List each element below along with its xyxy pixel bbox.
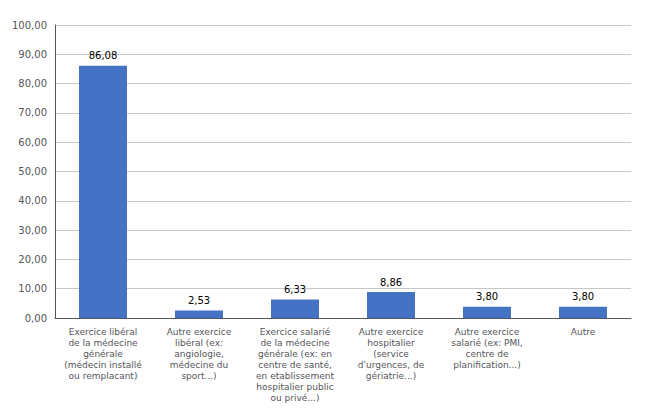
svg-text:3,80: 3,80 — [572, 291, 594, 302]
svg-text:10,00: 10,00 — [18, 283, 47, 294]
svg-text:hospitalier: hospitalier — [367, 338, 415, 348]
svg-text:de la médecine: de la médecine — [68, 338, 138, 348]
svg-text:30,00: 30,00 — [18, 225, 47, 236]
svg-text:0,00: 0,00 — [25, 313, 47, 324]
svg-text:Exercice salarié: Exercice salarié — [260, 327, 331, 337]
svg-text:Exercice libéral: Exercice libéral — [69, 327, 138, 337]
svg-text:Autre exercice: Autre exercice — [359, 327, 424, 337]
svg-text:centre de santé,: centre de santé, — [258, 360, 332, 370]
svg-text:hospitalier public: hospitalier public — [256, 382, 333, 392]
svg-text:8,86: 8,86 — [380, 277, 402, 288]
svg-text:angiologie,: angiologie, — [174, 349, 224, 359]
svg-text:(médecin installé: (médecin installé — [64, 360, 142, 370]
svg-text:50,00: 50,00 — [18, 166, 47, 177]
svg-text:80,00: 80,00 — [18, 78, 47, 89]
svg-text:3,80: 3,80 — [476, 291, 498, 302]
svg-text:Autre exercice: Autre exercice — [167, 327, 232, 337]
svg-text:100,00: 100,00 — [12, 20, 47, 31]
svg-text:40,00: 40,00 — [18, 195, 47, 206]
svg-text:70,00: 70,00 — [18, 107, 47, 118]
svg-text:sport...): sport...) — [181, 371, 216, 381]
svg-text:planification...): planification...) — [453, 360, 520, 370]
svg-text:générale: générale — [83, 349, 123, 359]
svg-text:Autre: Autre — [571, 327, 596, 337]
svg-text:centre de: centre de — [466, 349, 509, 359]
svg-text:en etablissement: en etablissement — [256, 371, 334, 381]
svg-text:libéral (ex:: libéral (ex: — [175, 338, 223, 348]
svg-text:6,33: 6,33 — [284, 284, 306, 295]
svg-text:de la médecine: de la médecine — [260, 338, 330, 348]
svg-text:ou privé...): ou privé...) — [271, 393, 320, 403]
svg-text:Autre exercice: Autre exercice — [455, 327, 520, 337]
svg-text:gériatrie...): gériatrie...) — [366, 371, 416, 381]
svg-text:(service: (service — [373, 349, 409, 359]
svg-text:d'urgences, de: d'urgences, de — [358, 360, 425, 370]
svg-text:2,53: 2,53 — [188, 295, 210, 306]
svg-text:90,00: 90,00 — [18, 49, 47, 60]
svg-text:20,00: 20,00 — [18, 254, 47, 265]
svg-text:générale (ex: en: générale (ex: en — [258, 349, 332, 359]
svg-text:médecine du: médecine du — [170, 360, 229, 370]
svg-text:60,00: 60,00 — [18, 137, 47, 148]
svg-text:ou remplacant): ou remplacant) — [69, 371, 138, 381]
svg-text:86,08: 86,08 — [89, 50, 118, 61]
svg-text:salarié (ex: PMI,: salarié (ex: PMI, — [451, 338, 523, 348]
